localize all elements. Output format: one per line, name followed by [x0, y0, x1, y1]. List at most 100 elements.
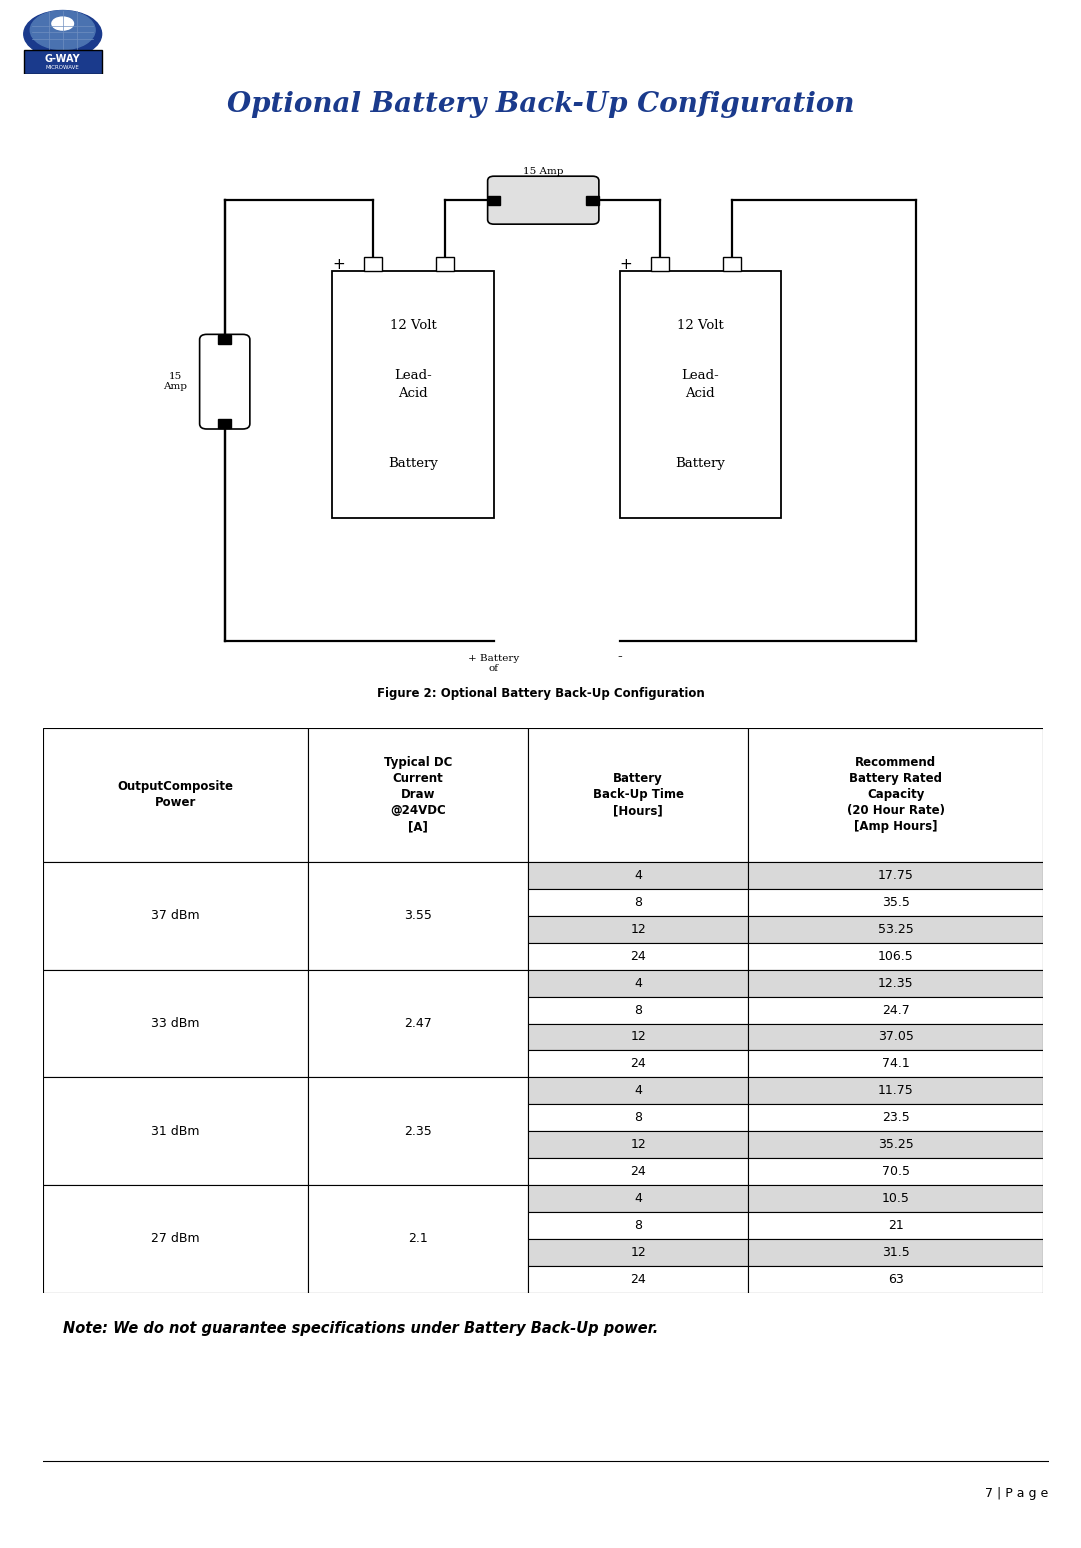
Text: 12 Volt: 12 Volt: [390, 319, 437, 333]
Bar: [529, 916, 748, 943]
Text: 12.35: 12.35: [878, 977, 913, 989]
Bar: [43, 728, 308, 862]
Bar: [529, 1212, 748, 1238]
Bar: [529, 1132, 748, 1158]
Circle shape: [24, 11, 102, 57]
Text: 27 dBm: 27 dBm: [151, 1232, 200, 1245]
Text: 15 Amp: 15 Amp: [523, 167, 563, 175]
Text: 8: 8: [635, 1111, 642, 1124]
Text: Lead-
Acid: Lead- Acid: [681, 370, 719, 401]
Text: 4: 4: [635, 868, 642, 882]
Bar: [748, 1184, 1043, 1212]
Text: Lead-
Acid: Lead- Acid: [395, 370, 432, 401]
Text: 3.55: 3.55: [404, 909, 432, 923]
Text: 21: 21: [888, 1218, 904, 1232]
Bar: [651, 257, 669, 271]
Text: 23.5: 23.5: [882, 1111, 909, 1124]
Text: 8: 8: [635, 896, 642, 909]
Bar: [488, 195, 501, 204]
Bar: [43, 1184, 308, 1293]
Bar: [619, 271, 780, 517]
Bar: [748, 969, 1043, 997]
Bar: [308, 969, 529, 1077]
Text: Recommend
Battery Rated
Capacity
(20 Hour Rate)
[Amp Hours]: Recommend Battery Rated Capacity (20 Hou…: [846, 757, 945, 833]
FancyBboxPatch shape: [24, 50, 102, 74]
Text: 12: 12: [630, 1031, 646, 1043]
Bar: [748, 1077, 1043, 1104]
Bar: [748, 1266, 1043, 1293]
Bar: [529, 728, 748, 862]
Text: Note: We do not guarantee specifications under Battery Back-Up power.: Note: We do not guarantee specifications…: [64, 1320, 658, 1336]
Text: 33 dBm: 33 dBm: [151, 1017, 200, 1029]
Bar: [218, 420, 231, 429]
Text: + Battery
of: + Battery of: [468, 653, 520, 673]
Text: 12: 12: [630, 1138, 646, 1152]
Text: +: +: [332, 257, 345, 272]
Bar: [308, 1184, 529, 1293]
Text: 4: 4: [635, 1192, 642, 1204]
Text: Optional Battery Back-Up Configuration: Optional Battery Back-Up Configuration: [227, 91, 854, 118]
Bar: [529, 1023, 748, 1051]
Text: 35.5: 35.5: [882, 896, 909, 909]
Bar: [529, 997, 748, 1023]
Bar: [748, 1023, 1043, 1051]
Text: 12: 12: [630, 1246, 646, 1259]
Text: Battery: Battery: [388, 457, 438, 471]
Text: 24.7: 24.7: [882, 1003, 909, 1017]
Text: -: -: [617, 650, 622, 664]
Bar: [529, 969, 748, 997]
Text: Typical DC
Current
Draw
@24VDC
[A]: Typical DC Current Draw @24VDC [A]: [384, 757, 453, 833]
Text: 35.25: 35.25: [878, 1138, 913, 1152]
Text: 15
Amp: 15 Amp: [163, 372, 187, 392]
Bar: [723, 257, 740, 271]
Circle shape: [52, 17, 74, 29]
Text: OutputComposite
Power: OutputComposite Power: [118, 780, 233, 810]
Bar: [529, 943, 748, 969]
Text: 8: 8: [635, 1003, 642, 1017]
Text: 106.5: 106.5: [878, 950, 913, 963]
Bar: [529, 1184, 748, 1212]
Bar: [748, 916, 1043, 943]
Text: 2.35: 2.35: [404, 1125, 432, 1138]
Bar: [529, 1077, 748, 1104]
Text: 7 | P a g e: 7 | P a g e: [985, 1486, 1049, 1500]
Bar: [529, 862, 748, 889]
Text: 63: 63: [888, 1272, 904, 1286]
Text: 8: 8: [635, 1218, 642, 1232]
Text: 2.1: 2.1: [409, 1232, 428, 1245]
Bar: [748, 943, 1043, 969]
FancyBboxPatch shape: [488, 176, 599, 224]
Bar: [529, 1266, 748, 1293]
Bar: [43, 862, 308, 969]
Text: +: +: [619, 257, 632, 272]
Text: 24: 24: [630, 950, 646, 963]
Text: 12: 12: [630, 923, 646, 937]
Text: 10.5: 10.5: [882, 1192, 909, 1204]
Text: 74.1: 74.1: [882, 1057, 909, 1070]
Text: 4: 4: [635, 1084, 642, 1098]
Bar: [308, 728, 529, 862]
Text: MICROWAVE: MICROWAVE: [45, 65, 80, 70]
Bar: [529, 1158, 748, 1184]
Bar: [43, 969, 308, 1077]
Bar: [436, 257, 454, 271]
Bar: [748, 862, 1043, 889]
Text: 53.25: 53.25: [878, 923, 913, 937]
Bar: [529, 1238, 748, 1266]
Text: 12 Volt: 12 Volt: [677, 319, 723, 333]
Text: 17.75: 17.75: [878, 868, 913, 882]
Bar: [748, 997, 1043, 1023]
Text: 31 dBm: 31 dBm: [151, 1125, 200, 1138]
Bar: [529, 889, 748, 916]
Text: 24: 24: [630, 1057, 646, 1070]
Bar: [308, 1077, 529, 1184]
Bar: [529, 1104, 748, 1132]
Bar: [748, 1212, 1043, 1238]
Text: Figure 2: Optional Battery Back-Up Configuration: Figure 2: Optional Battery Back-Up Confi…: [376, 687, 705, 700]
Bar: [748, 728, 1043, 862]
Text: 37.05: 37.05: [878, 1031, 913, 1043]
Circle shape: [30, 11, 95, 50]
Bar: [333, 271, 494, 517]
Text: 24: 24: [630, 1272, 646, 1286]
Bar: [218, 334, 231, 344]
